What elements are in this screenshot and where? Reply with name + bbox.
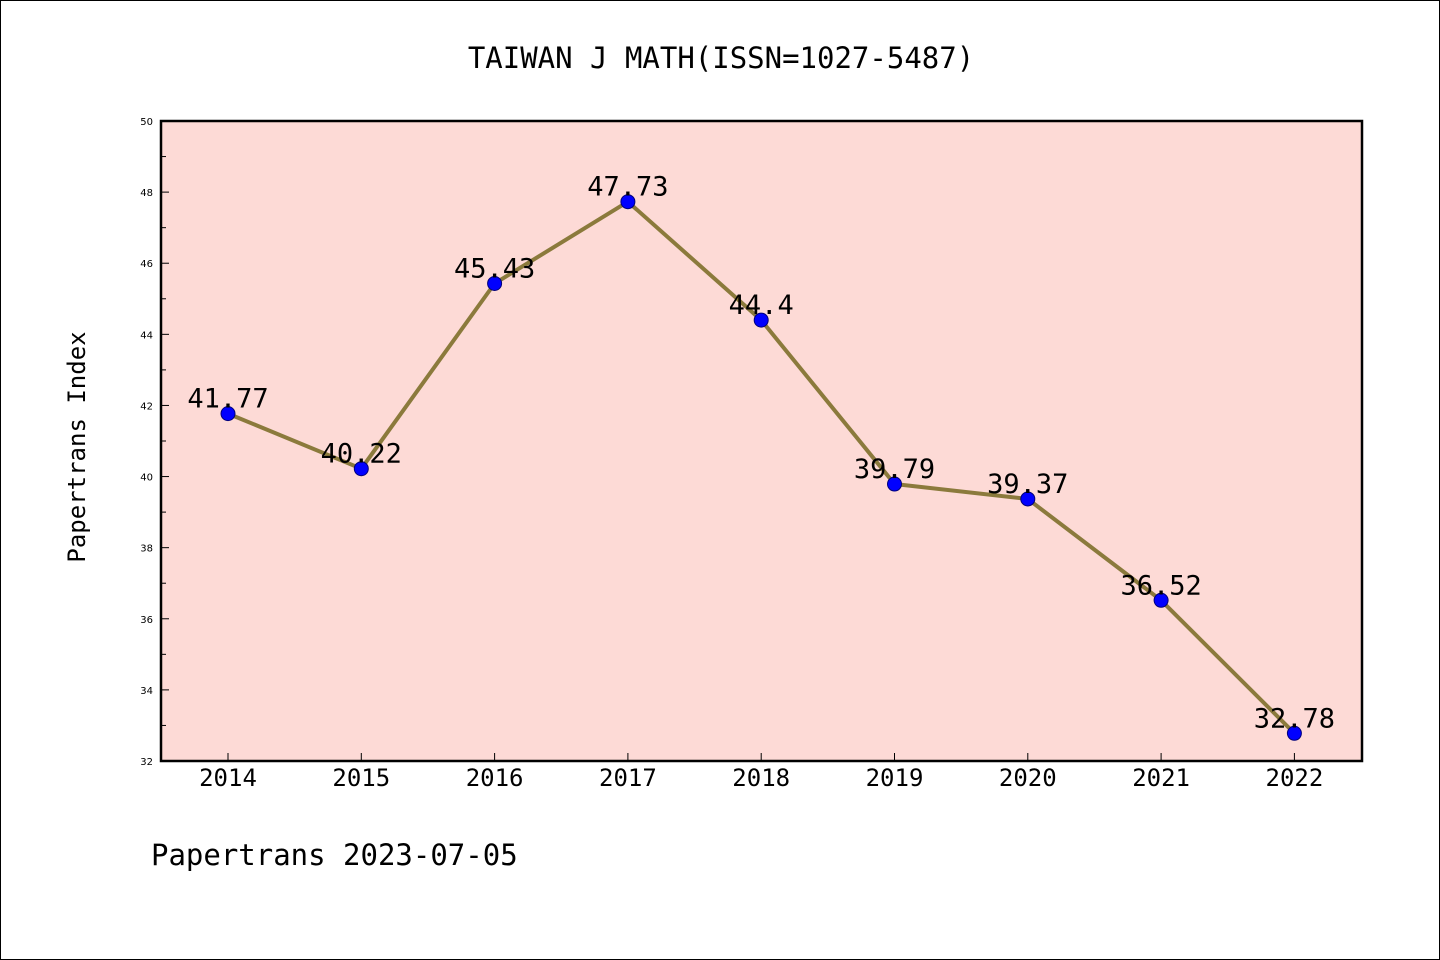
data-label: 39.79 [854, 454, 935, 485]
data-label: 47.73 [587, 172, 668, 203]
x-axis: 2014 2015 2016 2017 2018 2019 2020 2021 2022 [199, 753, 1323, 792]
data-point [753, 312, 769, 328]
x-tick-label: 2021 [1132, 764, 1190, 792]
plot-area [161, 121, 1362, 761]
data-point [1286, 725, 1302, 741]
y-tick-label: 38 [140, 544, 153, 555]
y-tick-label: 36 [140, 615, 153, 626]
x-tick-label: 2019 [866, 764, 924, 792]
y-tick-label: 48 [140, 188, 153, 199]
data-labels: 41.77 40.22 45.43 47.73 44.4 39.79 39.37 36.52 3… [187, 172, 1335, 735]
data-point [353, 461, 369, 477]
data-label: 44.4 [729, 290, 794, 321]
x-tick-label: 2020 [999, 764, 1057, 792]
data-label: 36.52 [1120, 570, 1201, 601]
x-tick-label: 2018 [732, 764, 790, 792]
data-label: 41.77 [187, 384, 268, 415]
plot-frame [159, 119, 1364, 763]
data-point [620, 194, 636, 210]
x-tick-label: 2015 [332, 764, 390, 792]
y-tick-label: 50 [140, 117, 153, 128]
data-point [887, 476, 902, 492]
x-tick-label: 2022 [1266, 764, 1324, 792]
x-tick-label: 2014 [199, 764, 257, 792]
data-point [1020, 491, 1036, 507]
data-label: 45.43 [454, 253, 535, 284]
y-tick-label: 34 [140, 686, 153, 697]
y-tick-label: 44 [140, 330, 153, 341]
data-series [220, 194, 1302, 741]
data-point [1153, 592, 1169, 608]
y-axis: 32 34 36 38 40 42 44 46 48 50 [140, 117, 169, 768]
data-point [220, 406, 236, 422]
footer-date: Papertrans 2023-07-05 [151, 838, 518, 872]
y-tick-label: 40 [140, 473, 153, 484]
data-label: 40.22 [321, 439, 402, 470]
y-tick-label: 42 [140, 401, 153, 412]
data-label: 39.37 [987, 469, 1068, 500]
y-tick-label: 46 [140, 259, 153, 270]
chart-title: TAIWAN J MATH(ISSN=1027-5487) [468, 41, 974, 75]
x-tick-label: 2017 [599, 764, 657, 792]
data-label: 32.78 [1254, 703, 1335, 734]
y-tick-label: 32 [140, 757, 153, 768]
x-tick-label: 2016 [466, 764, 524, 792]
data-point [487, 275, 503, 291]
y-axis-label: Papertrans Index [63, 331, 91, 562]
